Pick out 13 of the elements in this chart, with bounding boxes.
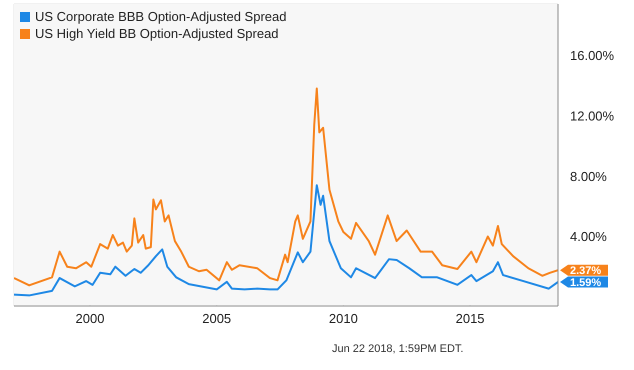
x-tick-label: 2015: [456, 311, 485, 326]
x-tick-label: 2000: [76, 311, 104, 326]
text: Jun 22 2018, 1:59PM EDT.: [332, 343, 464, 355]
annotation: 1.59%: [570, 276, 602, 289]
legend-label: US High Yield BB Option-Adjusted Spread: [35, 25, 279, 42]
y-tick-label: 12.00%: [570, 108, 615, 124]
y-tick-label: 8.00%: [570, 168, 608, 184]
annotation: 2.37%: [570, 265, 602, 278]
y-tick-label: 16.00%: [570, 48, 615, 64]
y-tick-label: 4.00%: [570, 229, 608, 244]
x-tick-label: 2010: [328, 311, 358, 326]
x-tick-label: 2005: [202, 311, 232, 326]
legend-label: US Corporate BBB Option-Adjusted Spread: [35, 8, 286, 25]
